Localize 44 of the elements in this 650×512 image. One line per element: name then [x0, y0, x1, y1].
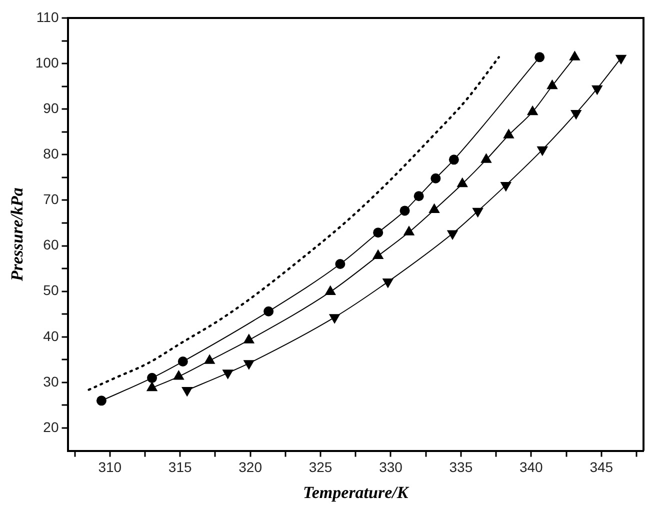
- x-tick-label: 340: [519, 459, 544, 476]
- y-tick-label: 100: [35, 54, 59, 70]
- point: [414, 191, 424, 202]
- point: [446, 230, 458, 240]
- y-axis-title: Pressure/kPa: [8, 187, 27, 282]
- y-tick-label: 110: [36, 8, 59, 25]
- point: [264, 306, 274, 316]
- y-tick-label: 90: [43, 100, 59, 116]
- point: [181, 386, 193, 397]
- y-tick-label: 50: [43, 282, 59, 298]
- y-tick-label: 20: [43, 418, 59, 435]
- x-tick-label: 345: [590, 459, 614, 476]
- y-tick-label: 70: [43, 191, 59, 208]
- point: [147, 372, 158, 383]
- point: [500, 182, 512, 192]
- point: [373, 228, 384, 238]
- y-tick-label: 80: [43, 146, 59, 162]
- x-tick-label: 330: [379, 459, 403, 476]
- point: [615, 54, 627, 65]
- x-tick-label: 310: [98, 459, 122, 476]
- x-axis-title: Temperature/K: [303, 483, 410, 502]
- x-tick-label: 320: [238, 459, 262, 476]
- point: [243, 360, 255, 370]
- point: [400, 206, 410, 216]
- point: [222, 370, 234, 380]
- point: [448, 154, 459, 165]
- x-tick-label: 315: [168, 459, 192, 476]
- point: [430, 173, 441, 184]
- point: [335, 259, 346, 270]
- point: [178, 356, 188, 367]
- y-tick-label: 40: [43, 328, 59, 344]
- point: [536, 146, 548, 156]
- y-tick-label: 30: [43, 373, 59, 390]
- point: [592, 85, 603, 96]
- point: [534, 52, 545, 62]
- point: [382, 278, 394, 288]
- point: [570, 110, 582, 120]
- line-series: [88, 56, 500, 391]
- point: [472, 208, 484, 218]
- point: [328, 314, 340, 324]
- x-tick-label: 325: [308, 459, 332, 476]
- point: [96, 396, 106, 406]
- y-tick-label: 60: [43, 236, 59, 253]
- x-tick-label: 335: [449, 459, 473, 476]
